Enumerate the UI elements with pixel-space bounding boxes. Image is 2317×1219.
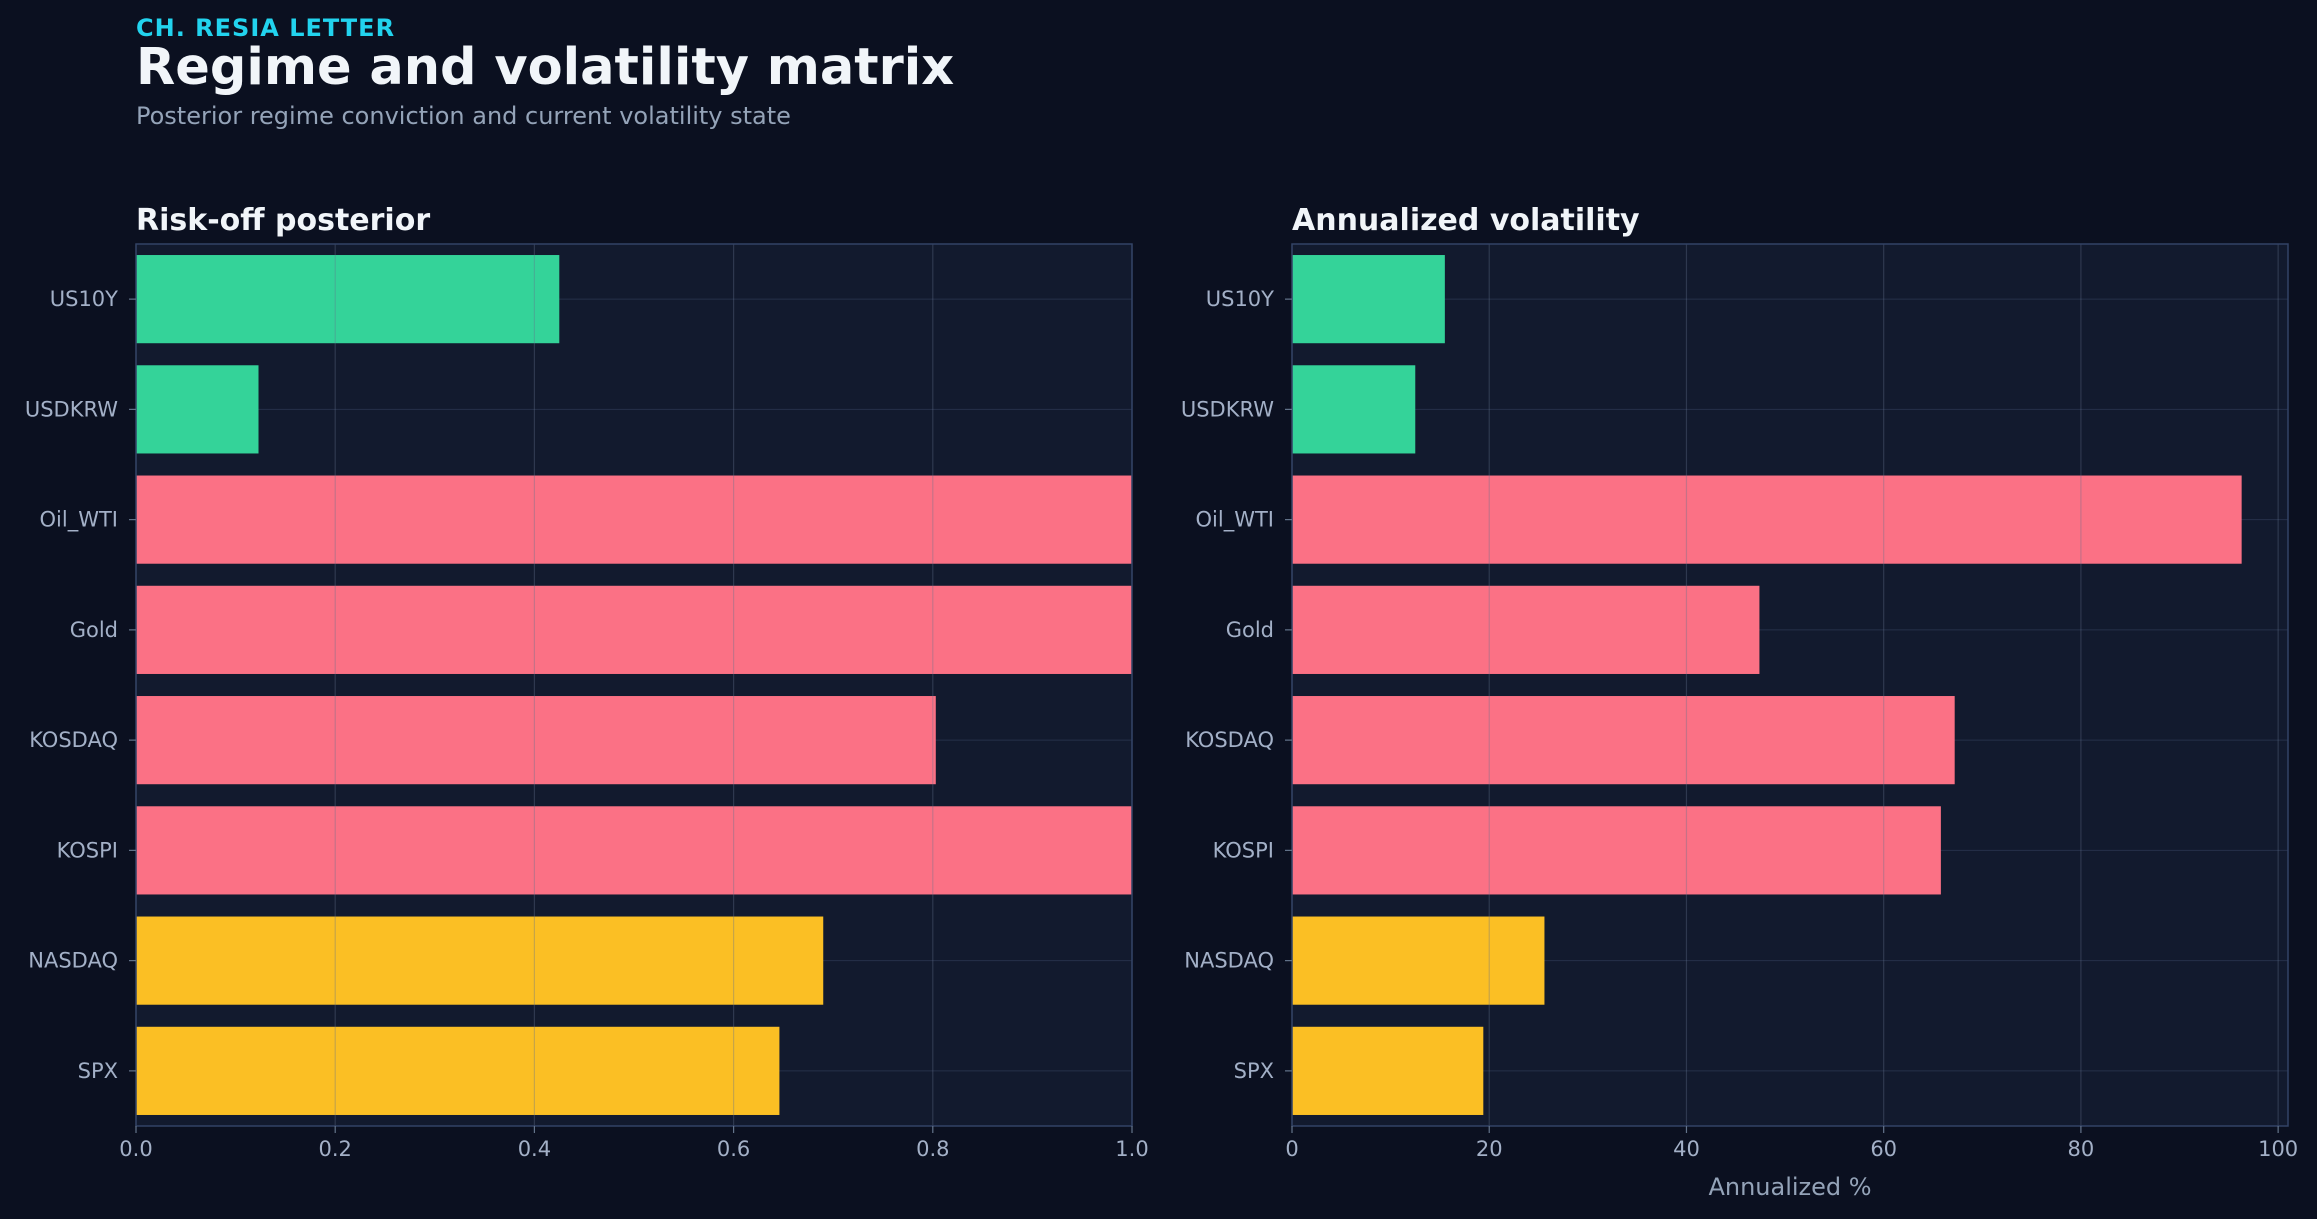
bar-spx: [1292, 1026, 1484, 1115]
category-label: Oil_WTI: [40, 508, 118, 533]
category-label: KOSPI: [57, 838, 118, 862]
page-subtitle: Posterior regime conviction and current …: [136, 102, 791, 130]
category-label: US10Y: [50, 287, 118, 311]
category-label: NASDAQ: [28, 949, 118, 973]
category-label: US10Y: [1206, 287, 1274, 311]
bar-kosdaq: [136, 696, 936, 785]
panel-title: Risk-off posterior: [136, 203, 430, 238]
bar-kospi: [1292, 806, 1941, 895]
category-label: SPX: [1234, 1059, 1274, 1083]
bar-nasdaq: [1292, 916, 1545, 1005]
x-axis-label: Annualized %: [1708, 1173, 1871, 1201]
report-kicker: CH. RESIA LETTER: [136, 14, 396, 42]
x-tick-label: 0: [1285, 1137, 1298, 1161]
bar-usdkrw: [136, 365, 259, 454]
category-label: SPX: [78, 1059, 118, 1083]
category-label: NASDAQ: [1184, 949, 1274, 973]
bar-spx: [136, 1026, 780, 1115]
bar-oil-wti: [1292, 475, 2242, 564]
x-tick-label: 0.8: [916, 1137, 949, 1161]
bar-nasdaq: [136, 916, 824, 1005]
category-label: Oil_WTI: [1196, 508, 1274, 533]
x-tick-label: 40: [1673, 1137, 1700, 1161]
plot-frame: [1291, 243, 2289, 1127]
bar-kospi: [136, 806, 1132, 895]
x-tick-label: 0.2: [318, 1137, 351, 1161]
category-label: KOSDAQ: [1185, 728, 1274, 752]
category-label: USDKRW: [25, 397, 118, 421]
x-tick-label: 1.0: [1115, 1137, 1148, 1161]
bar-oil-wti: [136, 475, 1132, 564]
x-tick-label: 0.4: [518, 1137, 551, 1161]
plot-frame: [135, 243, 1133, 1127]
x-tick-label: 0.0: [119, 1137, 152, 1161]
bar-us10y: [136, 255, 560, 344]
bar-gold: [1292, 585, 1760, 674]
panel-title: Annualized volatility: [1292, 203, 1640, 238]
x-tick-label: 0.6: [717, 1137, 750, 1161]
bar-usdkrw: [1292, 365, 1416, 454]
category-label: Gold: [1226, 618, 1274, 642]
x-tick-label: 20: [1476, 1137, 1503, 1161]
x-tick-label: 100: [2258, 1137, 2298, 1161]
bar-kosdaq: [1292, 696, 1955, 785]
category-label: KOSDAQ: [29, 728, 118, 752]
bar-us10y: [1292, 255, 1445, 344]
x-tick-label: 80: [2068, 1137, 2095, 1161]
bar-gold: [136, 585, 1132, 674]
category-label: USDKRW: [1181, 397, 1274, 421]
category-label: Gold: [70, 618, 118, 642]
category-label: KOSPI: [1213, 838, 1274, 862]
page-title: Regime and volatility matrix: [136, 38, 955, 97]
x-tick-label: 60: [1870, 1137, 1897, 1161]
